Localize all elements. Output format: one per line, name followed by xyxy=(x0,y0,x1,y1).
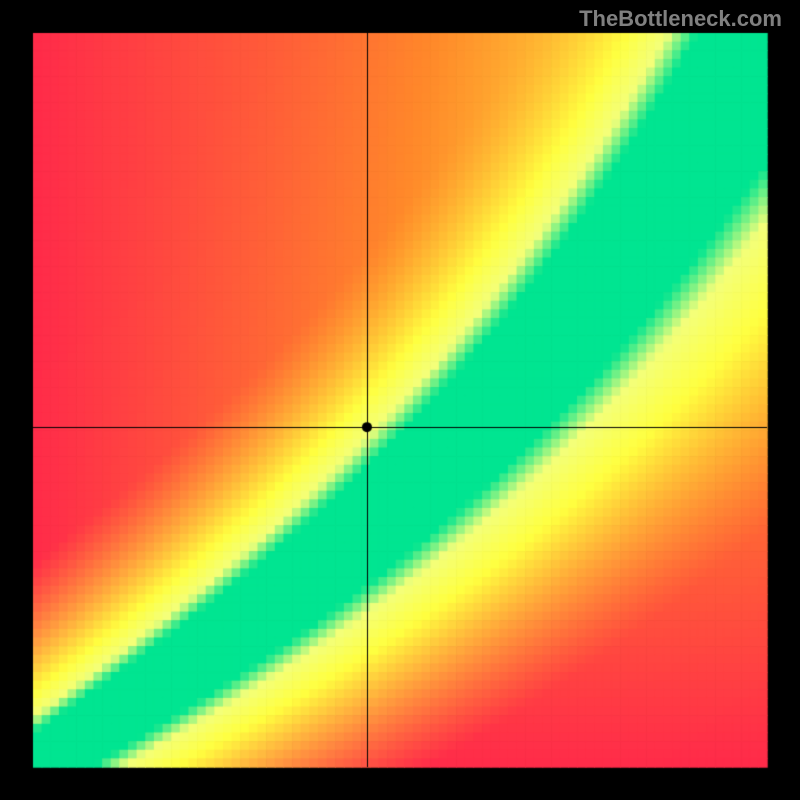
bottleneck-heatmap xyxy=(0,0,800,800)
chart-container: { "watermark": "TheBottleneck.com", "can… xyxy=(0,0,800,800)
watermark-text: TheBottleneck.com xyxy=(579,6,782,32)
